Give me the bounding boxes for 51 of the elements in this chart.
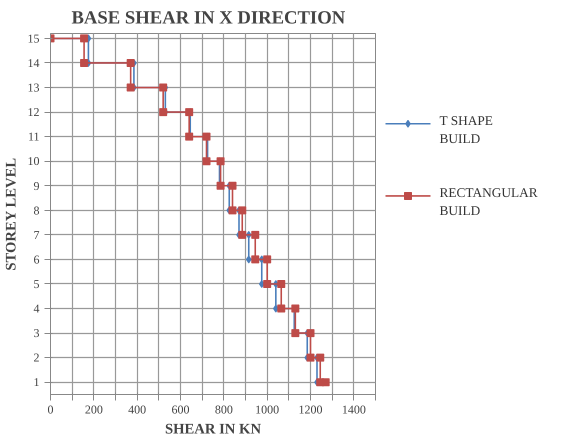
point bbox=[277, 280, 286, 288]
y-tick-label: 1 bbox=[34, 375, 40, 390]
x-tick-label: 1000 bbox=[255, 402, 280, 416]
point bbox=[216, 182, 225, 190]
x-tick-label: 1400 bbox=[342, 402, 366, 416]
y-tick-label: 7 bbox=[34, 228, 40, 242]
y-tick-label: 12 bbox=[28, 105, 40, 120]
y-tick-label: 3 bbox=[34, 326, 40, 340]
y-tick-label: 4 bbox=[34, 302, 40, 316]
point bbox=[251, 230, 260, 239]
x-tick-label: 400 bbox=[128, 402, 146, 416]
point bbox=[80, 34, 88, 42]
legend-label: T SHAPE BUILD bbox=[440, 112, 493, 146]
point bbox=[159, 84, 168, 92]
y-tick-label: 10 bbox=[28, 154, 40, 168]
point bbox=[263, 280, 272, 288]
point bbox=[228, 182, 236, 190]
y-axis-title: STOREY LEVEL bbox=[4, 158, 20, 271]
point bbox=[159, 108, 168, 116]
point bbox=[216, 157, 225, 166]
point bbox=[316, 354, 324, 362]
point bbox=[322, 378, 330, 386]
point bbox=[306, 329, 314, 338]
point bbox=[277, 304, 286, 313]
y-tick-label: 9 bbox=[34, 178, 40, 193]
y-tick-label: 6 bbox=[34, 252, 40, 266]
y-tick-label: 14 bbox=[28, 56, 40, 70]
y-tick-label: 5 bbox=[34, 276, 40, 291]
point bbox=[238, 230, 246, 239]
y-tick-label: 11 bbox=[28, 130, 40, 144]
y-tick-label: 13 bbox=[28, 80, 40, 95]
point bbox=[126, 84, 135, 92]
point bbox=[238, 206, 246, 214]
x-tick-label: 600 bbox=[172, 402, 190, 416]
point bbox=[263, 255, 272, 264]
point bbox=[126, 58, 135, 67]
x-tick-label: 800 bbox=[214, 402, 233, 416]
point bbox=[251, 255, 260, 264]
x-tick-label: 0 bbox=[48, 402, 54, 416]
x-tick-label: 200 bbox=[84, 402, 103, 416]
point bbox=[306, 354, 314, 362]
point bbox=[80, 58, 88, 67]
legend-label: RECTANGULAR BUILD bbox=[440, 185, 538, 218]
point bbox=[228, 206, 236, 214]
x-tick-label: 1200 bbox=[298, 402, 322, 416]
x-axis-title: SHEAR IN KN bbox=[164, 422, 262, 438]
y-tick-label: 15 bbox=[28, 31, 40, 46]
chart-title: BASE SHEAR IN X DIRECTION bbox=[71, 8, 346, 28]
y-tick-label: 8 bbox=[34, 203, 40, 218]
y-tick-label: 2 bbox=[34, 350, 40, 365]
point bbox=[246, 255, 252, 264]
